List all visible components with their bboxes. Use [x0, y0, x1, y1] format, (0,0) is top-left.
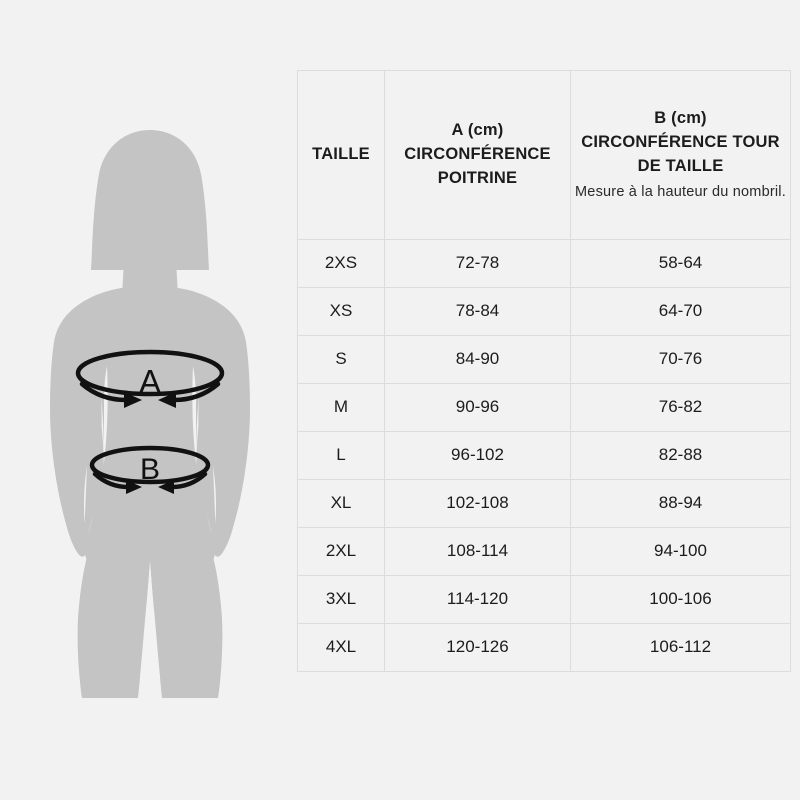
header-row: TAILLE A (cm) CIRCONFÉRENCE POITRINE B (…: [297, 70, 791, 240]
cell-size: 4XL: [297, 623, 385, 672]
table-body: 2XS 72-78 58-64 XS 78-84 64-70 S 84-90 70-76 M 90-…: [297, 239, 791, 672]
table-row: 2XS 72-78 58-64: [297, 239, 791, 288]
cell-waist: 76-82: [570, 383, 791, 432]
chest-marker-label: A: [139, 363, 161, 400]
header-waist-note: Mesure à la hauteur du nombril.: [575, 183, 786, 200]
header-cell-waist: B (cm) CIRCONFÉRENCE TOUR DE TAILLE Mesu…: [570, 70, 791, 240]
header-chest-line1: A (cm): [451, 121, 504, 140]
header-cell-size: TAILLE: [297, 70, 385, 240]
cell-waist: 58-64: [570, 239, 791, 288]
cell-size: XL: [297, 479, 385, 528]
header-chest-line3: POITRINE: [437, 168, 518, 187]
header-size-label: TAILLE: [312, 145, 370, 164]
header-waist-line3: DE TAILLE: [637, 156, 724, 175]
table-row: 3XL 114-120 100-106: [297, 575, 791, 624]
header-chest-line2: CIRCONFÉRENCE: [404, 145, 551, 164]
waist-measure-ellipse: [89, 445, 211, 485]
inner-thigh-gap: [138, 562, 162, 698]
chest-arrow-left-tail: [79, 381, 129, 403]
waist-marker-label: B: [140, 453, 160, 486]
head-hair-shape: [91, 130, 209, 270]
table-row: 4XL 120-126 106-112: [297, 623, 791, 672]
cell-size: L: [297, 431, 385, 480]
waist-arrow-left-head: [126, 480, 142, 494]
silhouette-shape: [50, 130, 250, 698]
table-row: S 84-90 70-76: [297, 335, 791, 384]
chest-arrow-right-head: [158, 392, 176, 408]
cell-chest: 78-84: [384, 287, 571, 336]
cell-chest: 102-108: [384, 479, 571, 528]
cell-size: 3XL: [297, 575, 385, 624]
table-row: 2XL 108-114 94-100: [297, 527, 791, 576]
figure-panel: A B: [0, 0, 290, 800]
header-waist-line2: CIRCONFÉRENCE TOUR: [581, 133, 780, 152]
cell-waist: 94-100: [570, 527, 791, 576]
header-waist-line1: B (cm): [654, 109, 707, 128]
chest-measure-ellipse: [75, 349, 225, 397]
table-row: L 96-102 82-88: [297, 431, 791, 480]
cell-chest: 120-126: [384, 623, 571, 672]
cell-size: S: [297, 335, 385, 384]
table-row: XL 102-108 88-94: [297, 479, 791, 528]
table-header: TAILLE A (cm) CIRCONFÉRENCE POITRINE B (…: [297, 70, 791, 240]
cell-waist: 64-70: [570, 287, 791, 336]
cell-chest: 114-120: [384, 575, 571, 624]
cell-size: 2XL: [297, 527, 385, 576]
cell-waist: 70-76: [570, 335, 791, 384]
cell-waist: 88-94: [570, 479, 791, 528]
measurement-marker-b: B: [89, 445, 211, 494]
cell-chest: 90-96: [384, 383, 571, 432]
waist-arrow-left-tail: [92, 471, 131, 490]
size-chart-table: TAILLE A (cm) CIRCONFÉRENCE POITRINE B (…: [297, 70, 791, 672]
cell-chest: 72-78: [384, 239, 571, 288]
cell-size: M: [297, 383, 385, 432]
body-silhouette-illustration: A B: [50, 130, 250, 698]
waist-arrow-right-head: [158, 480, 174, 494]
cell-chest: 108-114: [384, 527, 571, 576]
cell-size: 2XS: [297, 239, 385, 288]
cell-waist: 82-88: [570, 431, 791, 480]
cell-chest: 96-102: [384, 431, 571, 480]
header-cell-chest: A (cm) CIRCONFÉRENCE POITRINE: [384, 70, 571, 240]
chest-arrow-right-tail: [171, 381, 221, 403]
chest-arrow-left-head: [124, 392, 142, 408]
cell-size: XS: [297, 287, 385, 336]
cell-waist: 106-112: [570, 623, 791, 672]
cell-waist: 100-106: [570, 575, 791, 624]
table-row: M 90-96 76-82: [297, 383, 791, 432]
cell-chest: 84-90: [384, 335, 571, 384]
waist-arrow-right-tail: [169, 471, 208, 490]
measurement-marker-a: A: [75, 349, 225, 408]
table-row: XS 78-84 64-70: [297, 287, 791, 336]
